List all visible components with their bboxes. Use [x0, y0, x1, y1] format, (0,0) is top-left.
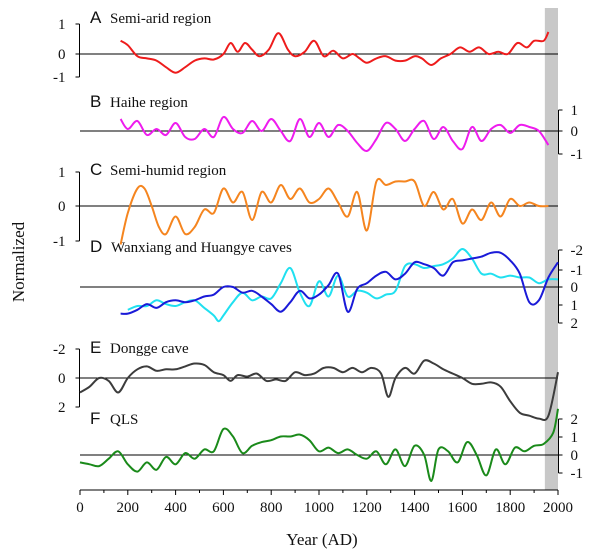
series-line-d-0: [127, 248, 559, 323]
y-tick-label: -2: [571, 243, 584, 259]
y-tick-label: 1: [571, 298, 579, 314]
panel-title-c: Semi-humid region: [110, 163, 227, 179]
x-axis-label: Year (AD): [286, 530, 357, 549]
y-tick-label: -1: [571, 147, 584, 163]
x-tick-label: 800: [260, 500, 283, 516]
y-tick-label: 1: [571, 103, 579, 119]
x-tick-label: 1000: [304, 500, 334, 516]
series-line-e-0: [79, 359, 559, 422]
series-line-f-0: [79, 408, 559, 482]
panel-title-d: Wanxiang and Huangye caves: [111, 240, 292, 256]
y-tick-label: 1: [571, 430, 579, 446]
y-tick-label: 0: [58, 199, 66, 215]
y-tick-label: -1: [571, 263, 584, 279]
series-line-d-1: [120, 251, 559, 315]
panel-title-b: Haihe region: [110, 95, 188, 111]
x-tick-label: 1800: [495, 500, 525, 516]
panel-letter-d: D: [90, 237, 102, 256]
x-tick-label: 400: [164, 500, 187, 516]
x-tick-label: 1200: [352, 500, 382, 516]
x-tick-label: 0: [76, 500, 84, 516]
y-tick-label: 1: [58, 17, 66, 33]
x-tick-label: 2000: [543, 500, 573, 516]
series-line-c-0: [119, 177, 549, 245]
y-tick-label: 0: [58, 371, 66, 387]
x-tick-label: 1400: [400, 500, 430, 516]
panel-letter-c: C: [90, 160, 102, 179]
y-tick-label: 2: [571, 412, 579, 428]
panel-letter-b: B: [90, 92, 101, 111]
panel-letter-f: F: [90, 409, 100, 428]
y-tick-label: 0: [571, 448, 579, 464]
panel-letter-e: E: [90, 338, 101, 357]
y-tick-label: 2: [58, 400, 66, 416]
shaded-band: [544, 8, 558, 490]
x-tick-label: 600: [212, 500, 235, 516]
y-tick-label: -1: [53, 70, 66, 86]
y-tick-label: 0: [571, 124, 579, 140]
y-axis-label: Normalized: [9, 221, 28, 302]
y-tick-label: 2: [571, 316, 579, 332]
panel-title-f: QLS: [110, 412, 138, 428]
y-tick-label: 0: [571, 280, 579, 296]
y-tick-label: 0: [58, 47, 66, 63]
y-tick-label: -1: [571, 466, 584, 482]
series-line-b-0: [119, 115, 550, 153]
panel-title-e: Dongge cave: [110, 341, 189, 357]
x-tick-label: 200: [117, 500, 140, 516]
x-tick-label: 1600: [447, 500, 477, 516]
y-tick-label: 1: [58, 165, 66, 181]
y-tick-label: -2: [53, 342, 66, 358]
series-line-a-0: [120, 31, 550, 74]
panel-title-a: Semi-arid region: [110, 11, 212, 27]
panel-letter-a: A: [90, 8, 102, 27]
y-tick-label: -1: [53, 234, 66, 250]
